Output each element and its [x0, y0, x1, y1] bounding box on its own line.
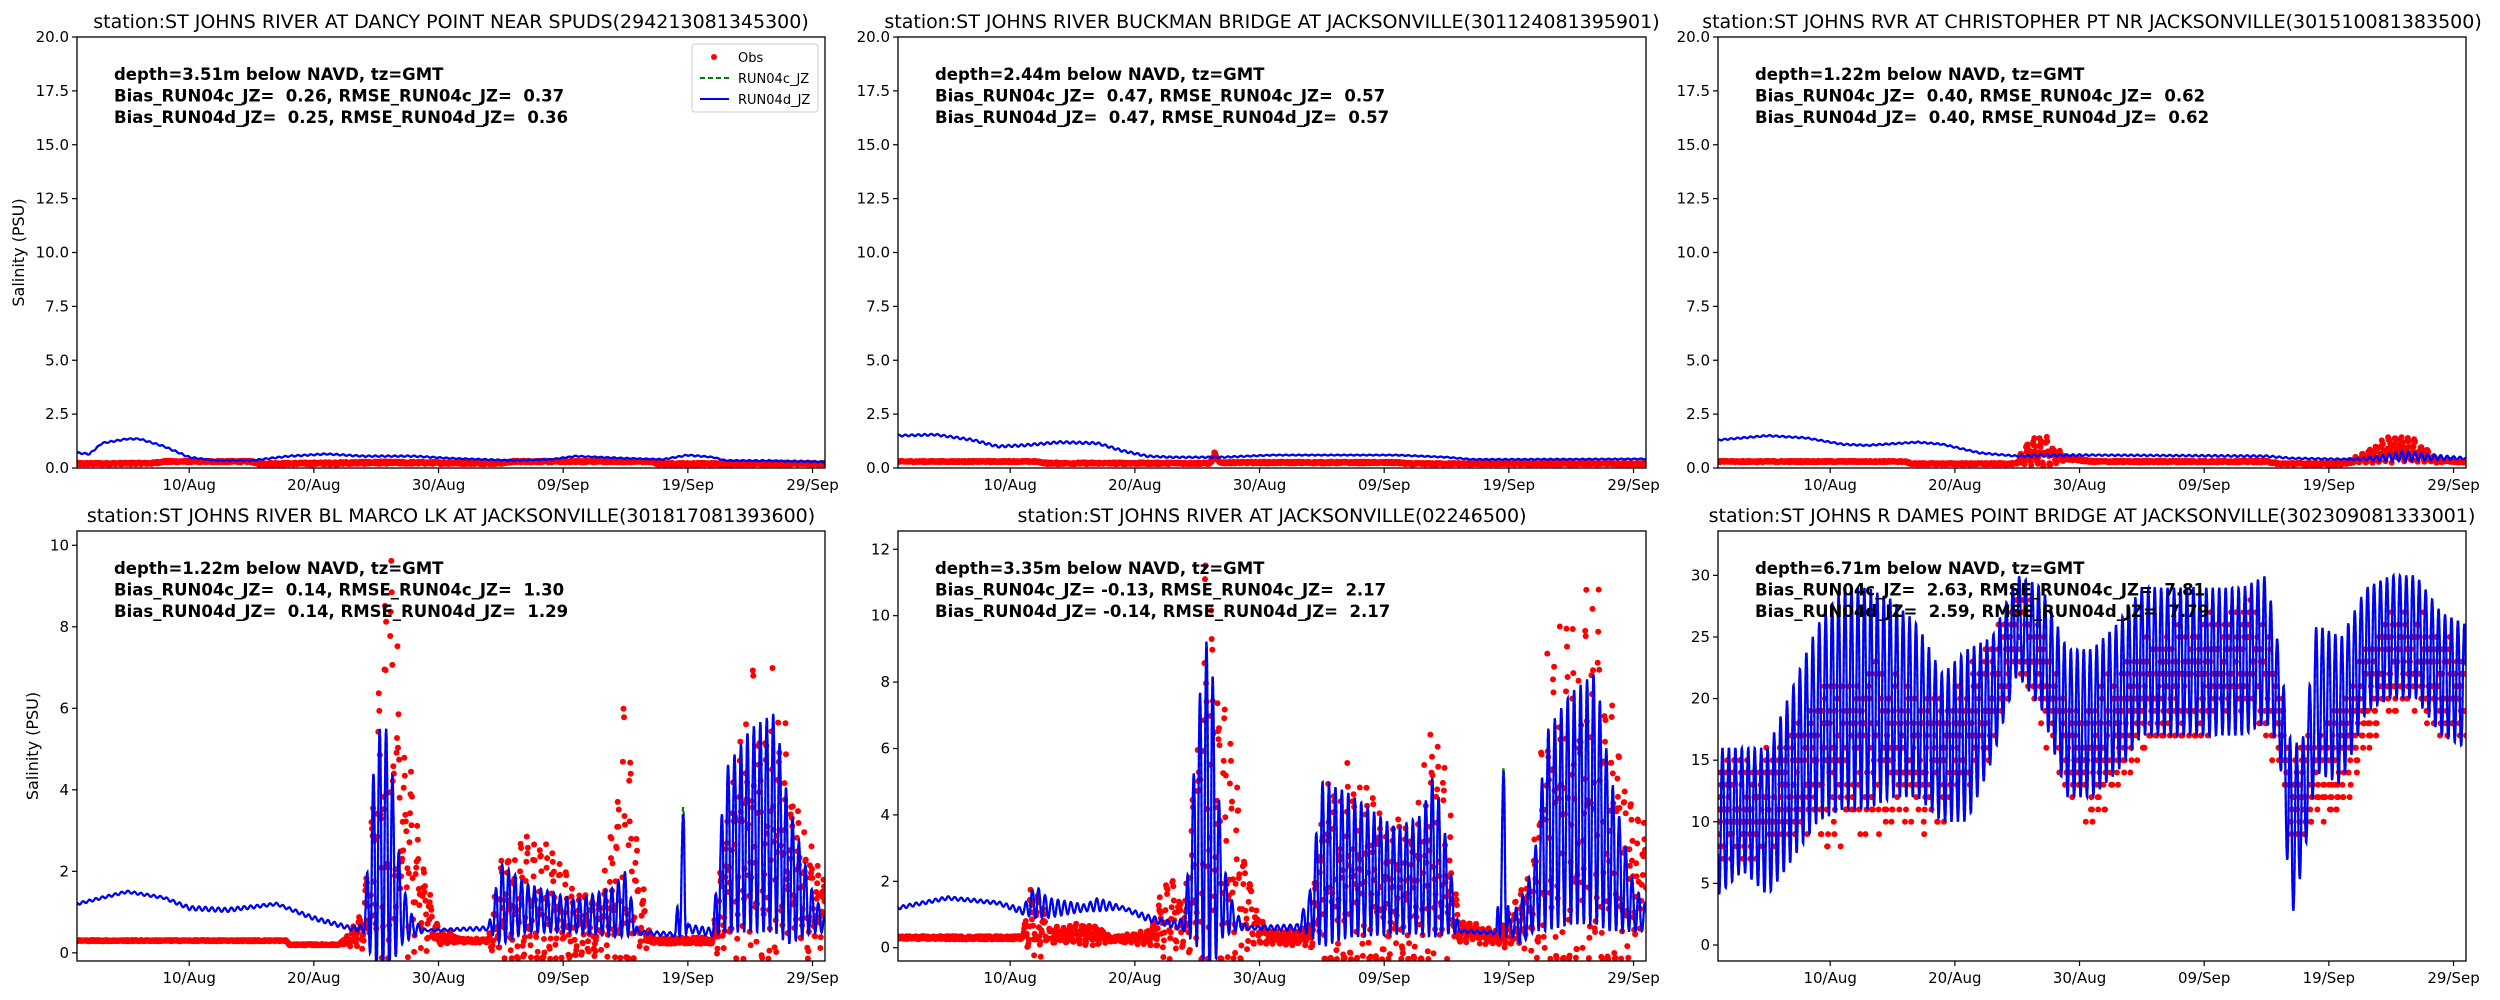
- plot-area: [77, 437, 825, 468]
- obs-point: [2040, 462, 2047, 468]
- obs-point: [2031, 435, 2038, 442]
- x-tick-label: 20/Aug: [1928, 476, 1981, 494]
- subplot-2: station:ST JOHNS RIVER BUCKMAN BRIDGE AT…: [857, 11, 1660, 494]
- y-tick-label: 0.0: [1686, 459, 1710, 477]
- legend: Obs RUN04c_JZ RUN04d_JZ: [691, 43, 819, 113]
- obs-point: [2037, 443, 2044, 450]
- obs-point: [1643, 460, 1646, 467]
- obs-point: [353, 935, 360, 942]
- subplot-title: station:ST JOHNS RIVER BL MARCO LK AT JA…: [87, 505, 815, 527]
- x-tick-label: 29/Sep: [786, 476, 838, 494]
- subplot-title: station:ST JOHNS RIVER BUCKMAN BRIDGE AT…: [884, 11, 1659, 33]
- stats-annotation: Bias_RUN04c_JZ= 0.40, RMSE_RUN04c_JZ= 0.…: [1755, 87, 2205, 106]
- y-tick-label: 12.5: [36, 190, 69, 208]
- x-tick-label: 10/Aug: [162, 476, 215, 494]
- x-tick-label: 30/Aug: [2053, 476, 2106, 494]
- stats-annotation: Bias_RUN04d_JZ= 0.40, RMSE_RUN04d_JZ= 0.…: [1755, 108, 2209, 127]
- obs-point: [2035, 460, 2041, 467]
- y-tick-label: 12.5: [1677, 190, 1710, 208]
- y-tick-label: 10.0: [36, 244, 69, 262]
- x-tick-label: 09/Sep: [537, 476, 589, 494]
- x-tick-label: 20/Aug: [1108, 476, 1161, 494]
- obs-point: [2379, 440, 2386, 447]
- x-tick-label: 19/Sep: [2303, 476, 2355, 494]
- plot-area: [1718, 433, 2466, 468]
- y-tick-label: 10.0: [1677, 244, 1710, 262]
- x-tick-label: 30/Aug: [412, 476, 465, 494]
- legend-label: RUN04d_JZ: [738, 93, 810, 108]
- obs-point: [2412, 438, 2419, 445]
- x-tick-label: 29/Sep: [2427, 476, 2479, 494]
- stats-annotation: depth=3.51m below NAVD, tz=GMT: [114, 65, 444, 84]
- stats-annotation: Bias_RUN04d_JZ= 0.25, RMSE_RUN04d_JZ= 0.…: [114, 108, 568, 127]
- obs-point: [354, 943, 360, 950]
- legend-marker-obs: [711, 54, 717, 60]
- y-tick-label: 2.5: [45, 405, 69, 423]
- x-tick-label: 10/Aug: [1803, 476, 1856, 494]
- subplot-3: station:ST JOHNS RVR AT CHRISTOPHER PT N…: [1677, 11, 2482, 494]
- legend-box: [691, 43, 819, 113]
- x-tick-label: 10/Aug: [983, 476, 1036, 494]
- obs-point: [2405, 438, 2412, 445]
- y-axis-label: Salinity (PSU): [9, 198, 28, 306]
- obs-point: [2398, 434, 2405, 441]
- y-tick-label: 15.0: [857, 136, 890, 154]
- y-tick-label: 7.5: [1686, 297, 1710, 315]
- plot-area: [898, 432, 1646, 468]
- stats-annotation: Bias_RUN04c_JZ= 0.26, RMSE_RUN04c_JZ= 0.…: [114, 87, 564, 106]
- obs-point: [2032, 443, 2039, 450]
- subplot-4: station:ST JOHNS RIVER BL MARCO LK AT JA…: [23, 505, 839, 987]
- y-tick-label: 20.0: [857, 28, 890, 46]
- y-tick-label: 5.0: [866, 351, 890, 369]
- obs-point: [2043, 433, 2050, 440]
- y-tick-label: 10.0: [857, 244, 890, 262]
- series-obs: [1718, 433, 2466, 468]
- y-tick-label: 15.0: [1677, 136, 1710, 154]
- series-obs: [77, 457, 825, 468]
- stats-annotation: depth=2.44m below NAVD, tz=GMT: [935, 65, 1265, 84]
- subplot-1: station:ST JOHNS RIVER AT DANCY POINT NE…: [9, 11, 839, 494]
- y-tick-label: 7.5: [45, 297, 69, 315]
- y-tick-label: 0.0: [45, 459, 69, 477]
- obs-point: [2053, 458, 2060, 465]
- series-run04d: [77, 437, 825, 464]
- x-tick-label: 19/Sep: [662, 476, 714, 494]
- y-tick-label: 20.0: [36, 28, 69, 46]
- stats-annotation: Bias_RUN04c_JZ= 0.47, RMSE_RUN04c_JZ= 0.…: [935, 87, 1385, 106]
- subplot-title: station:ST JOHNS RIVER AT DANCY POINT NE…: [93, 11, 809, 33]
- obs-point: [2025, 441, 2032, 448]
- x-tick-label: 19/Sep: [1483, 476, 1535, 494]
- obs-point: [2044, 438, 2051, 445]
- y-tick-label: 7.5: [866, 297, 890, 315]
- obs-point: [2028, 462, 2035, 468]
- y-tick-label: 2.5: [1686, 405, 1710, 423]
- y-tick-label: 17.5: [1677, 82, 1710, 100]
- y-tick-label: 2.5: [866, 405, 890, 423]
- y-tick-label: 5.0: [45, 351, 69, 369]
- y-tick-label: 0.0: [866, 459, 890, 477]
- y-tick-label: 12.5: [857, 190, 890, 208]
- legend-label: Obs: [738, 51, 763, 66]
- x-tick-label: 09/Sep: [1358, 476, 1410, 494]
- y-tick-label: 5.0: [1686, 351, 1710, 369]
- x-tick-label: 29/Sep: [1607, 476, 1659, 494]
- y-tick-label: 17.5: [36, 82, 69, 100]
- y-tick-label: 15.0: [36, 136, 69, 154]
- x-tick-label: 20/Aug: [287, 476, 340, 494]
- subplot-title: station:ST JOHNS RVR AT CHRISTOPHER PT N…: [1702, 11, 2482, 33]
- obs-point: [2047, 461, 2054, 467]
- legend-label: RUN04c_JZ: [738, 72, 809, 87]
- stats-annotation: depth=1.22m below NAVD, tz=GMT: [1755, 65, 2085, 84]
- x-tick-label: 30/Aug: [1233, 476, 1286, 494]
- y-tick-label: 17.5: [857, 82, 890, 100]
- series-obs: [898, 449, 1646, 468]
- stats-annotation: Bias_RUN04d_JZ= 0.47, RMSE_RUN04d_JZ= 0.…: [935, 108, 1389, 127]
- x-tick-label: 09/Sep: [2178, 476, 2230, 494]
- y-tick-label: 20.0: [1677, 28, 1710, 46]
- series-run04d: [898, 432, 1646, 461]
